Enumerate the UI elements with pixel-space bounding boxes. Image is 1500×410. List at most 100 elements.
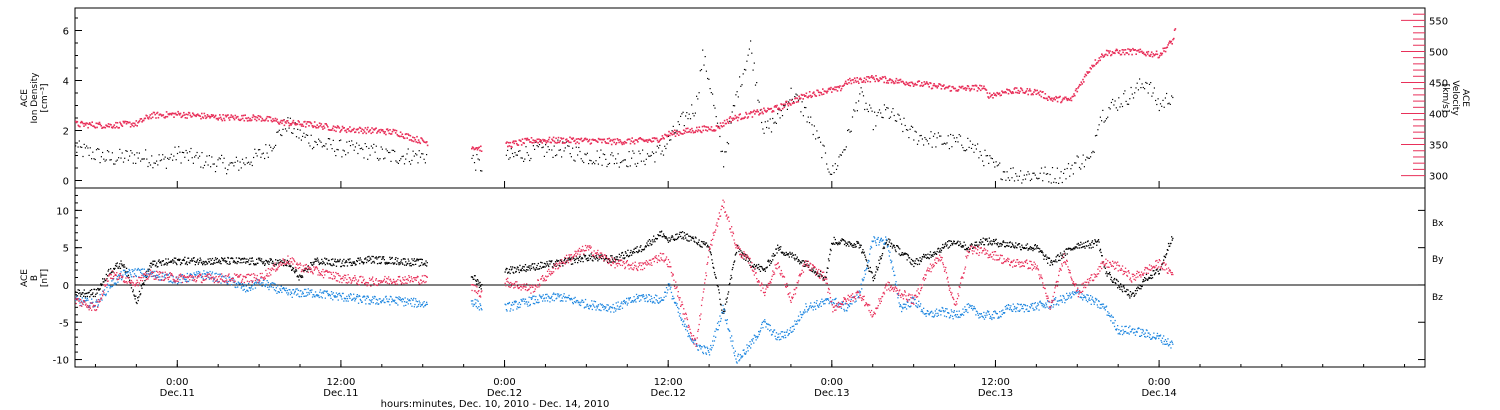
bx-point: [897, 245, 899, 247]
density-point: [763, 132, 765, 134]
density-point: [109, 159, 111, 161]
by-point: [651, 297, 653, 300]
bx-point: [755, 265, 757, 267]
density-point: [115, 160, 117, 162]
density-point: [626, 165, 628, 167]
density-point: [534, 148, 536, 150]
density-point: [478, 159, 480, 161]
velocity-point: [208, 115, 210, 118]
density-point: [996, 165, 998, 167]
bx-point: [236, 262, 238, 265]
by-point: [506, 310, 508, 312]
by-point: [659, 301, 661, 303]
by-point: [322, 292, 325, 294]
bx-point: [177, 259, 179, 261]
by-point: [670, 286, 672, 288]
bx-point: [1167, 242, 1170, 245]
velocity-point: [629, 142, 632, 145]
velocity-point: [1003, 91, 1006, 94]
bx-point: [667, 239, 669, 242]
density-point: [379, 158, 381, 160]
bx-point: [838, 241, 840, 243]
velocity-point: [770, 107, 773, 110]
bx-point: [518, 271, 520, 274]
velocity-point: [1048, 96, 1051, 98]
bx-point: [844, 240, 846, 242]
density-point: [342, 149, 344, 151]
bx-point: [367, 256, 369, 258]
velocity-ytick-label: 350: [1429, 141, 1448, 152]
bx-point: [729, 282, 731, 285]
density-point: [525, 146, 527, 148]
velocity-point: [408, 134, 410, 136]
by-point: [260, 282, 263, 284]
by-point: [685, 326, 687, 328]
bx-point: [330, 264, 332, 266]
bx-point: [1066, 248, 1068, 250]
bx-point: [269, 258, 271, 260]
bx-point: [421, 262, 423, 264]
density-point: [721, 150, 723, 152]
density-point: [633, 152, 635, 154]
by-point: [597, 305, 599, 307]
velocity-point: [237, 118, 240, 121]
velocity-point: [1137, 49, 1140, 51]
density-point: [1105, 118, 1108, 120]
velocity-point: [530, 137, 533, 139]
by-point: [408, 299, 410, 302]
bx-point: [578, 259, 580, 262]
velocity-point: [885, 82, 888, 84]
velocity-point: [678, 130, 681, 133]
bx-point: [329, 263, 331, 265]
bx-point: [783, 252, 786, 254]
by-point: [184, 280, 187, 282]
bx-point: [593, 257, 595, 259]
density-point: [1067, 163, 1070, 165]
by-point: [636, 297, 638, 300]
bx-point: [1105, 272, 1107, 275]
velocity-point: [261, 117, 264, 120]
density-point: [692, 112, 694, 115]
bx-point: [324, 257, 326, 259]
density-point: [417, 162, 419, 164]
bx-point: [640, 250, 643, 253]
by-point: [624, 301, 626, 303]
density-point: [138, 152, 140, 154]
velocity-point: [990, 94, 993, 97]
bx-point: [635, 251, 638, 253]
bx-point: [148, 268, 150, 270]
density-point: [588, 163, 590, 165]
by-point: [559, 300, 562, 302]
velocity-point: [1134, 49, 1137, 51]
density-point: [872, 129, 874, 131]
bx-point: [726, 301, 728, 303]
velocity-point: [385, 133, 387, 136]
velocity-point: [372, 131, 374, 134]
velocity-point: [669, 134, 671, 137]
velocity-point: [1130, 49, 1133, 51]
bx-point: [331, 265, 333, 267]
velocity-point: [144, 117, 147, 120]
bx-point: [680, 235, 682, 238]
bx-point: [133, 294, 135, 296]
bx-point: [407, 258, 409, 260]
density-point: [880, 112, 882, 114]
density-point: [1020, 170, 1022, 172]
by-point: [390, 296, 392, 298]
bx-point: [812, 271, 814, 273]
bx-point: [907, 255, 909, 257]
by-point: [648, 294, 651, 296]
density-point: [972, 143, 974, 145]
density-point: [1055, 182, 1057, 184]
density-point: [405, 158, 407, 160]
bx-point: [945, 245, 948, 247]
velocity-point: [426, 141, 428, 143]
by-point: [599, 309, 601, 311]
by-point: [359, 298, 361, 301]
velocity-point: [115, 125, 118, 128]
bx-point: [866, 260, 868, 262]
bx-point: [342, 264, 344, 267]
by-point: [192, 277, 195, 279]
x-tick-time: 0:00: [493, 377, 515, 388]
bx-point: [1081, 243, 1083, 245]
